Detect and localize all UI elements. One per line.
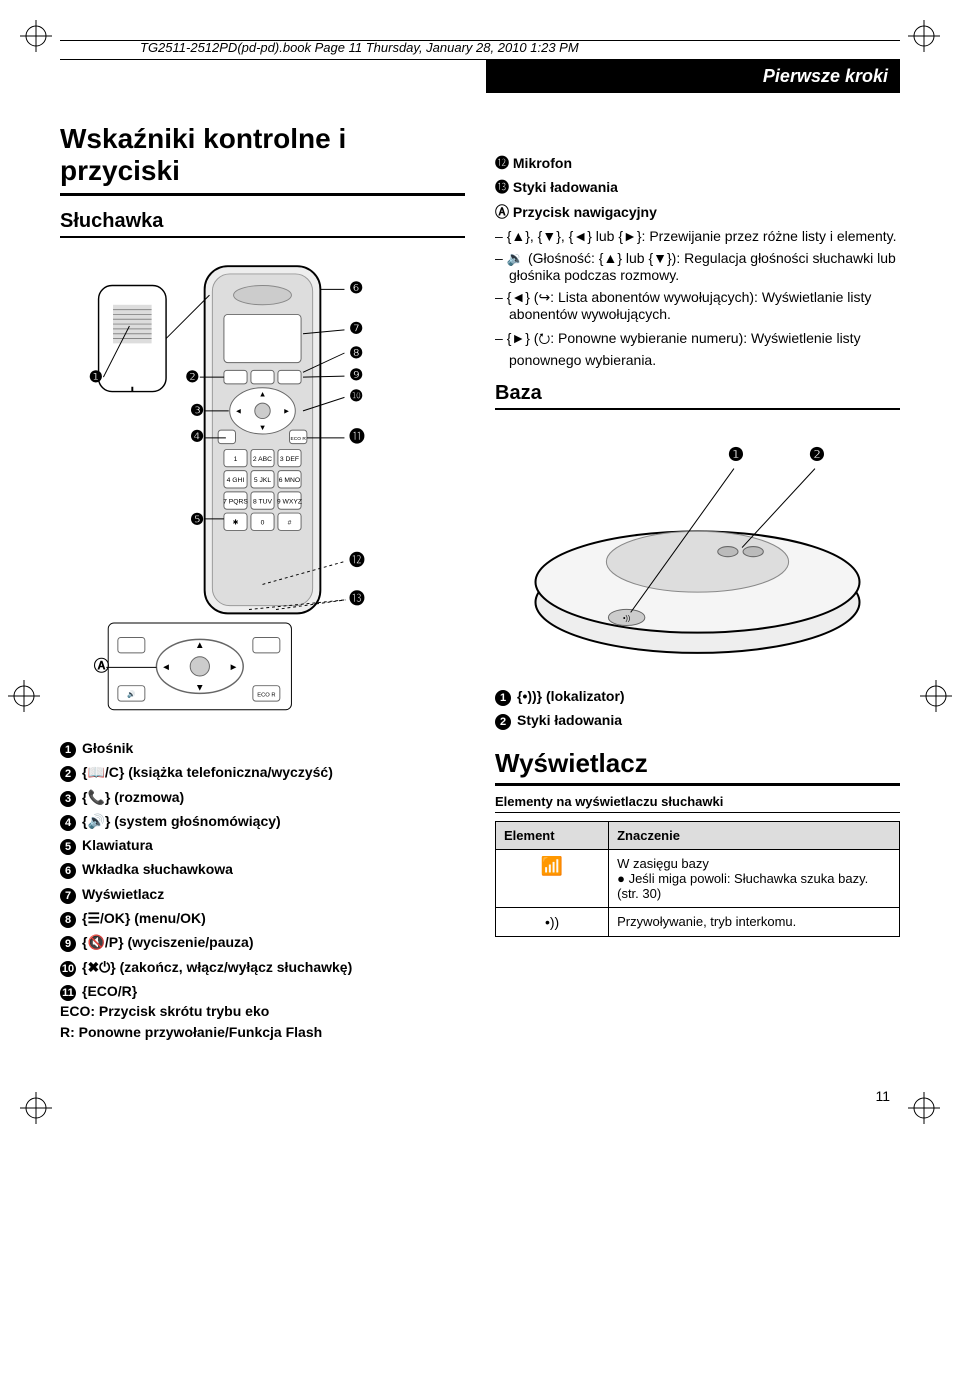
svg-text:◄: ◄ — [235, 407, 243, 416]
legend-item: 8{☰/OK} (menu/OK) — [60, 908, 465, 928]
table-row: 📶 W zasięgu bazy ● Jeśli miga powoli: Sł… — [496, 850, 900, 908]
legend-item: 1{•))} (lokalizator) — [495, 686, 900, 706]
legend-item: 4{🔊} (system głośnomówiący) — [60, 811, 465, 831]
svg-text:❿: ❿ — [349, 388, 363, 405]
nav-dash-list: {▲}, {▼}, {◄} lub {►}: Przewijanie przez… — [495, 228, 900, 368]
legend-item: ⓬ Mikrofon — [495, 153, 900, 173]
row-text: W zasięgu bazy ● Jeśli miga powoli: Słuc… — [609, 850, 900, 908]
legend-item: 6Wkładka słuchawkowa — [60, 859, 465, 879]
base-legend-list: 1{•))} (lokalizator) 2Styki ładowania — [495, 686, 900, 731]
svg-text:⓭: ⓭ — [349, 589, 365, 608]
row-icon: •)) — [496, 908, 609, 937]
page-number: 11 — [0, 1088, 960, 1134]
dash-item: {◄} (↪: Lista abonentów wywołujących): W… — [495, 289, 900, 322]
svg-text:❶: ❶ — [89, 369, 103, 386]
svg-text:❷: ❷ — [185, 369, 199, 386]
display-heading: Wyświetlacz — [495, 748, 900, 786]
legend-item: 3{📞} (rozmowa) — [60, 787, 465, 807]
row-text: Przywoływanie, tryb interkomu. — [609, 908, 900, 937]
svg-text:0: 0 — [261, 520, 265, 527]
svg-text:►: ► — [229, 662, 239, 673]
legend-item: 11{ECO/R} ECO: Przycisk skrótu trybu eko… — [60, 981, 465, 1042]
svg-text:✱: ✱ — [233, 519, 239, 527]
svg-text:❾: ❾ — [349, 367, 363, 384]
crop-mark-bl — [20, 1092, 52, 1124]
svg-text:⓬: ⓬ — [349, 550, 365, 569]
table-row: •)) Przywoływanie, tryb interkomu. — [496, 908, 900, 937]
svg-text:►: ► — [283, 407, 291, 416]
crop-mark-br — [908, 1092, 940, 1124]
legend-item: 10{✖⏻} (zakończ, włącz/wyłącz słuchawkę) — [60, 957, 465, 977]
svg-text:❼: ❼ — [349, 321, 363, 338]
base-heading: Baza — [495, 382, 900, 410]
svg-text:❽: ❽ — [349, 345, 363, 362]
display-caption: Elementy na wyświetlaczu słuchawki — [495, 794, 900, 813]
section-banner: Pierwsze kroki — [486, 60, 900, 93]
svg-text:❸: ❸ — [190, 403, 204, 420]
main-title: Wskaźniki kontrolne i przyciski — [60, 123, 465, 196]
crop-mark-tr — [908, 20, 940, 52]
svg-text:2 ABC: 2 ABC — [253, 456, 272, 463]
svg-text:❶: ❶ — [728, 444, 744, 464]
legend-item: 5Klawiatura — [60, 835, 465, 855]
handset-figure: ▲ ▼ ◄ ► ECO R — [60, 248, 465, 728]
crop-mark-tl — [20, 20, 52, 52]
table-header-element: Element — [496, 822, 609, 850]
svg-text:9 WXYZ: 9 WXYZ — [277, 498, 302, 505]
svg-text:🔊: 🔊 — [127, 689, 136, 698]
legend-item: 2Styki ładowania — [495, 710, 900, 730]
legend-item: ⓭ Styki ładowania — [495, 177, 900, 197]
svg-text:◄: ◄ — [161, 662, 171, 673]
svg-text:ECO R: ECO R — [291, 436, 307, 442]
svg-text:#: # — [288, 520, 292, 527]
svg-text:3 DEF: 3 DEF — [280, 456, 299, 463]
svg-text:❷: ❷ — [809, 444, 825, 464]
left-column: Wskaźniki kontrolne i przyciski Słuchawk… — [60, 113, 465, 1048]
svg-text:❻: ❻ — [349, 280, 363, 297]
right-top-list: ⓬ Mikrofon ⓭ Styki ładowania Ⓐ Przycisk … — [495, 153, 900, 222]
svg-text:❺: ❺ — [190, 512, 204, 529]
svg-text:Ⓐ: Ⓐ — [94, 656, 110, 675]
svg-text:⓫: ⓫ — [349, 427, 365, 446]
svg-text:7 PQRS: 7 PQRS — [223, 498, 248, 505]
svg-text:ECO R: ECO R — [257, 692, 275, 698]
svg-text:▲: ▲ — [259, 389, 267, 398]
svg-text:▼: ▼ — [195, 683, 205, 694]
base-figure: •)) ❶ ❷ — [495, 420, 900, 680]
legend-item: 7Wyświetlacz — [60, 884, 465, 904]
svg-text:5 JKL: 5 JKL — [254, 477, 272, 484]
dash-item: 🔉 (Głośność: {▲} lub {▼}): Regulacja gło… — [495, 250, 900, 283]
svg-text:6 MNO: 6 MNO — [279, 477, 300, 484]
dash-item: {▲}, {▼}, {◄} lub {►}: Przewijanie przez… — [495, 228, 900, 244]
legend-item: 2{📖/C} (książka telefoniczna/wyczyść) — [60, 762, 465, 782]
display-table: Element Znaczenie 📶 W zasięgu bazy ● Jeś… — [495, 821, 900, 937]
crop-mark-l — [8, 680, 40, 712]
handset-heading: Słuchawka — [60, 210, 465, 238]
svg-text:❹: ❹ — [190, 429, 204, 446]
svg-text:8 TUV: 8 TUV — [253, 498, 273, 505]
svg-text:•)): •)) — [623, 614, 630, 622]
row-icon: 📶 — [496, 850, 609, 908]
dash-item: {►} (⭮: Ponowne wybieranie numeru): Wyśw… — [495, 328, 900, 368]
svg-text:▲: ▲ — [195, 640, 205, 651]
legend-item: 9{🔇/P} (wyciszenie/pauza) — [60, 932, 465, 952]
legend-item: Ⓐ Przycisk nawigacyjny — [495, 202, 900, 222]
crop-mark-r — [920, 680, 952, 712]
svg-text:▼: ▼ — [259, 423, 267, 432]
table-header-meaning: Znaczenie — [609, 822, 900, 850]
legend-item: 1Głośnik — [60, 738, 465, 758]
svg-text:4 GHI: 4 GHI — [227, 477, 245, 484]
header-rule — [60, 40, 900, 60]
handset-legend-list: 1Głośnik 2{📖/C} (książka telefoniczna/wy… — [60, 738, 465, 1042]
svg-text:1: 1 — [234, 456, 238, 463]
right-column: ⓬ Mikrofon ⓭ Styki ładowania Ⓐ Przycisk … — [495, 113, 900, 1048]
